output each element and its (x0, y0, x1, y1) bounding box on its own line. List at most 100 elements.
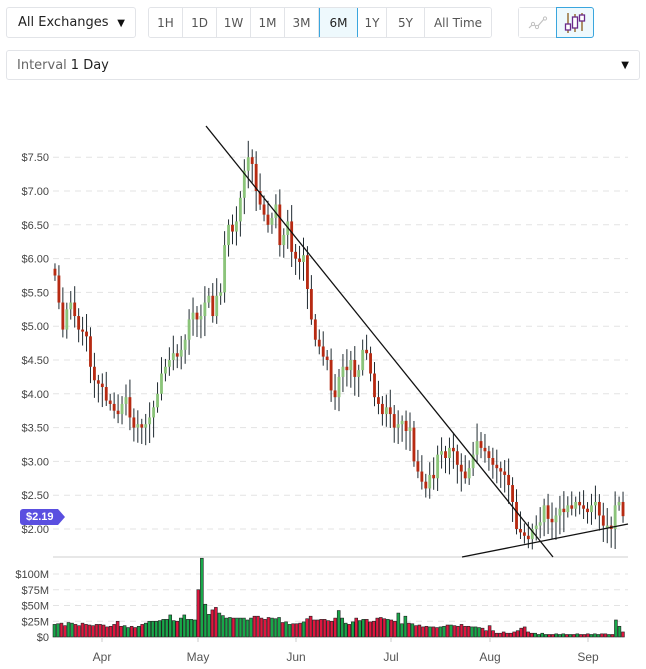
candle-down (455, 451, 459, 465)
candle-down (546, 505, 550, 519)
volume-bar-up (245, 619, 250, 638)
volume-bar-up (154, 620, 158, 638)
candle-down (621, 501, 625, 517)
candle-down (515, 501, 518, 529)
candle-down (262, 204, 266, 215)
volume-bar-down (210, 609, 215, 638)
range-button-all-time[interactable]: All Time (425, 8, 491, 37)
range-button-1y[interactable]: 1Y (358, 8, 387, 37)
candle-up (554, 515, 558, 523)
candle-down (444, 451, 447, 459)
volume-bar-down (435, 627, 439, 638)
range-button-3m[interactable]: 3M (285, 8, 319, 37)
range-button-5y[interactable]: 5Y (387, 8, 425, 37)
range-button-6m[interactable]: 6M (319, 8, 358, 37)
price-axis-label: $4.50 (21, 355, 49, 367)
volume-bar-up (350, 621, 355, 638)
volume-bar-up (270, 617, 274, 638)
volume-bar-up (182, 614, 187, 638)
candle-up (183, 339, 187, 350)
candle-up (282, 234, 286, 246)
support-trendline[interactable] (461, 523, 629, 558)
volume-bar-up (277, 617, 281, 638)
candle-down (266, 214, 270, 225)
volume-bar-down (196, 589, 201, 638)
candle-up (69, 302, 73, 310)
volume-bar-down (459, 624, 464, 638)
candle-up (566, 505, 570, 513)
volume-bar-down (526, 631, 530, 638)
candle-down (104, 387, 108, 401)
candle-up (613, 505, 617, 529)
range-button-1m[interactable]: 1M (251, 8, 285, 37)
candlestick-chart-button[interactable] (556, 7, 594, 38)
candle-down (499, 468, 503, 472)
volume-bar-down (291, 623, 295, 638)
volume-bar-down (231, 617, 236, 638)
candle-up (270, 218, 274, 225)
candle-up (136, 424, 140, 428)
price-axis-label: $4.00 (21, 389, 49, 401)
candle-up (558, 508, 562, 516)
range-button-1d[interactable]: 1D (183, 8, 217, 37)
volume-bar-down (463, 625, 467, 638)
range-button-1w[interactable]: 1W (217, 8, 251, 37)
candle-up (148, 417, 152, 425)
volume-bar-up (470, 626, 474, 638)
candle-up (471, 454, 475, 469)
volume-bar-down (354, 617, 359, 638)
volume-bar-up (596, 634, 601, 638)
line-chart-button[interactable] (519, 8, 556, 37)
volume-bar-up (200, 557, 204, 638)
volume-bar-up (221, 615, 225, 638)
exchange-dropdown-label: All Exchanges (18, 15, 109, 30)
volume-bar-down (263, 619, 267, 638)
volume-bar-down (252, 615, 257, 638)
volume-bar-up (533, 632, 537, 638)
chevron-down-icon: ▼ (117, 18, 125, 29)
volume-bar-down (365, 619, 369, 638)
volume-bar-up (147, 620, 151, 638)
candle-down (511, 485, 514, 502)
volume-bar-down (266, 617, 271, 638)
candle-down (100, 383, 104, 388)
volume-bar-up (157, 620, 162, 638)
volume-bar-down (379, 617, 383, 638)
volume-bar-up (358, 620, 362, 638)
volume-bar-up (122, 625, 127, 638)
volume-bar-down (312, 619, 316, 638)
exchange-dropdown[interactable]: All Exchanges ▼ (6, 7, 136, 38)
volume-bar-down (414, 625, 418, 638)
range-button-1h[interactable]: 1H (149, 8, 183, 37)
interval-dropdown[interactable]: Interval 1 Day ▼ (6, 50, 640, 80)
candle-up (191, 312, 195, 320)
volume-bar-down (322, 619, 327, 638)
candle-up (384, 407, 388, 415)
candle-down (526, 535, 530, 540)
volume-bar-up (193, 619, 197, 638)
volume-bar-up (543, 634, 548, 638)
candle-up (538, 522, 542, 526)
candle-down (503, 471, 507, 475)
candlestick-chart-icon (564, 12, 586, 33)
candle-down (73, 302, 77, 317)
current-price-label: $2.19 (20, 509, 64, 525)
volume-bar-up (172, 620, 176, 638)
candle-up (223, 245, 227, 293)
volume-bar-up (438, 626, 443, 638)
candle-down (57, 275, 61, 303)
candle-up (242, 170, 246, 198)
candle-up (227, 224, 230, 246)
volume-axis-label: $100M (15, 569, 49, 581)
volume-bar-down (600, 633, 604, 638)
candle-down (195, 312, 199, 320)
volume-bar-up (238, 617, 243, 638)
candle-up (160, 373, 163, 394)
candle-up (179, 349, 183, 357)
volume-bar-up (66, 622, 71, 638)
volume-bar-down (512, 631, 516, 638)
resistance-trendline[interactable] (205, 125, 554, 558)
candle-down (463, 471, 467, 479)
volume-bar-down (586, 633, 590, 638)
